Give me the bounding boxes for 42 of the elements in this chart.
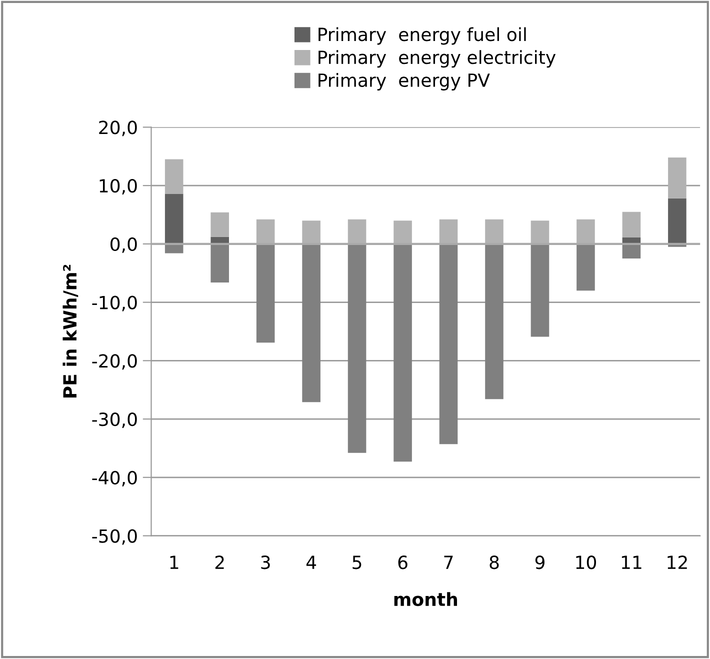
bar xyxy=(622,212,641,238)
bar xyxy=(394,244,412,462)
bar xyxy=(668,158,686,198)
y-tick-label: -20,0 xyxy=(92,354,137,370)
bar xyxy=(210,212,229,237)
x-tick-label: 9 xyxy=(535,556,544,570)
x-tick-label: 12 xyxy=(668,556,687,569)
bar xyxy=(256,244,275,343)
x-tick-label: 11 xyxy=(622,556,642,569)
bar xyxy=(668,198,686,244)
bar xyxy=(439,244,458,444)
bar xyxy=(302,244,320,402)
bar xyxy=(210,244,229,282)
x-tick-label: 10 xyxy=(576,556,596,570)
x-tick-label: 4 xyxy=(306,556,316,569)
x-tick-label: 5 xyxy=(352,556,362,570)
y-tick-label: 20,0 xyxy=(99,120,137,136)
x-tick-label: 7 xyxy=(444,556,453,569)
bar xyxy=(622,244,641,259)
y-tick-label: -40,0 xyxy=(92,470,137,486)
x-tick-label: 8 xyxy=(490,556,499,570)
bar xyxy=(530,244,550,337)
legend-label: Primary energy fuel oil xyxy=(318,27,526,45)
bar xyxy=(164,159,184,194)
y-tick-label: 10,0 xyxy=(100,179,137,195)
bar xyxy=(164,194,184,244)
y-tick-label: -10,0 xyxy=(92,296,137,312)
x-tick-label: 2 xyxy=(215,556,224,569)
bar xyxy=(164,244,184,254)
legend-label: Primary energy PV xyxy=(318,73,490,91)
bar xyxy=(348,244,366,453)
y-tick-label: -30,0 xyxy=(92,412,137,428)
y-tick-label: 0,0 xyxy=(110,237,137,253)
x-tick-label: 1 xyxy=(170,556,178,569)
x-tick-label: 6 xyxy=(398,556,408,570)
x-tick-label: 3 xyxy=(261,556,270,570)
x-axis-title: month xyxy=(394,592,458,606)
y-axis-title: PE in kWh/m² xyxy=(62,264,78,398)
y-tick-label: -50,0 xyxy=(92,529,137,545)
bar xyxy=(576,244,595,291)
bar xyxy=(485,244,504,400)
legend-label: Primary energy electricity xyxy=(318,50,556,68)
